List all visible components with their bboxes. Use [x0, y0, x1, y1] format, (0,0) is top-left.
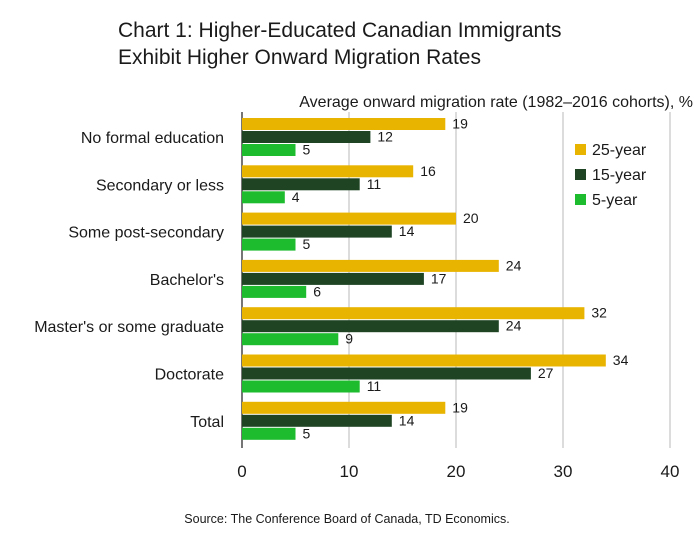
bar-5-year	[242, 427, 296, 440]
bar-25-year	[242, 401, 446, 414]
data-label: 24	[506, 257, 522, 273]
legend-label: 5-year	[592, 192, 638, 209]
bar-5-year	[242, 238, 296, 251]
chart-title-line-2: Exhibit Higher Onward Migration Rates	[118, 46, 481, 69]
source-note: Source: The Conference Board of Canada, …	[184, 512, 510, 526]
legend: 25-year 15-year 5-year	[575, 142, 647, 209]
data-label: 16	[420, 163, 436, 179]
data-label: 14	[399, 223, 415, 239]
data-labels: 19 12 5 16 11 4 20 14 5 24 17 6 32 24 9 34 27 11 19 14 5	[292, 116, 629, 442]
bar-15-year	[242, 414, 392, 427]
category-label: Total	[190, 414, 224, 431]
data-label: 20	[463, 210, 479, 226]
data-label: 19	[452, 116, 468, 132]
legend-swatch-5-year	[575, 194, 586, 205]
bar-15-year	[242, 320, 499, 333]
bar-15-year	[242, 225, 392, 238]
bar-25-year	[242, 118, 446, 130]
category-label: Master's or some graduate	[34, 319, 224, 336]
category-labels: No formal education Secondary or less Some…	[34, 130, 224, 431]
bars	[242, 118, 606, 440]
bar-5-year	[242, 191, 285, 204]
category-label: Some post-secondary	[68, 225, 224, 242]
bar-15-year	[242, 131, 371, 143]
data-label: 24	[506, 318, 522, 334]
data-label: 19	[452, 399, 468, 415]
bar-25-year	[242, 307, 585, 320]
bar-5-year	[242, 285, 307, 298]
data-label: 5	[303, 142, 311, 158]
x-tick-label: 30	[554, 462, 573, 481]
legend-label: 15-year	[592, 167, 647, 184]
bar-5-year	[242, 333, 339, 346]
data-label: 11	[367, 176, 382, 192]
bar-15-year	[242, 178, 360, 191]
data-label: 17	[431, 270, 447, 286]
bar-5-year	[242, 380, 360, 393]
legend-swatch-25-year	[575, 144, 586, 155]
data-label: 14	[399, 412, 415, 428]
legend-swatch-15-year	[575, 169, 586, 180]
chart-title-line-1: Chart 1: Higher-Educated Canadian Immigr…	[118, 19, 562, 42]
x-tick-label: 0	[237, 462, 246, 481]
data-label: 6	[313, 283, 321, 299]
x-tick-label: 20	[447, 462, 466, 481]
data-label: 32	[591, 305, 607, 321]
data-label: 11	[367, 378, 382, 394]
chart-title: Chart 1: Higher-Educated Canadian Immigr…	[118, 17, 678, 71]
data-label: 27	[538, 365, 554, 381]
x-tick-label: 10	[340, 462, 359, 481]
legend-label: 25-year	[592, 142, 647, 159]
category-label: No formal education	[81, 130, 224, 147]
bar-5-year	[242, 144, 296, 156]
category-label: Bachelor's	[150, 272, 224, 289]
x-axis-title: Average onward migration rate (1982–2016…	[299, 94, 693, 111]
bar-15-year	[242, 272, 424, 285]
data-label: 34	[613, 352, 629, 368]
bar-15-year	[242, 367, 531, 380]
data-label: 5	[303, 425, 311, 441]
bar-25-year	[242, 165, 414, 178]
category-label: Secondary or less	[96, 177, 224, 194]
x-tick-label: 40	[661, 462, 680, 481]
data-label: 4	[292, 189, 300, 205]
category-label: Doctorate	[155, 367, 224, 384]
data-label: 9	[345, 331, 353, 347]
x-tick-labels: 0 10 20 30 40	[237, 462, 679, 481]
data-label: 12	[377, 129, 393, 145]
bar-25-year	[242, 354, 606, 367]
bar-25-year	[242, 212, 456, 225]
bar-25-year	[242, 259, 499, 272]
data-label: 5	[303, 236, 311, 252]
